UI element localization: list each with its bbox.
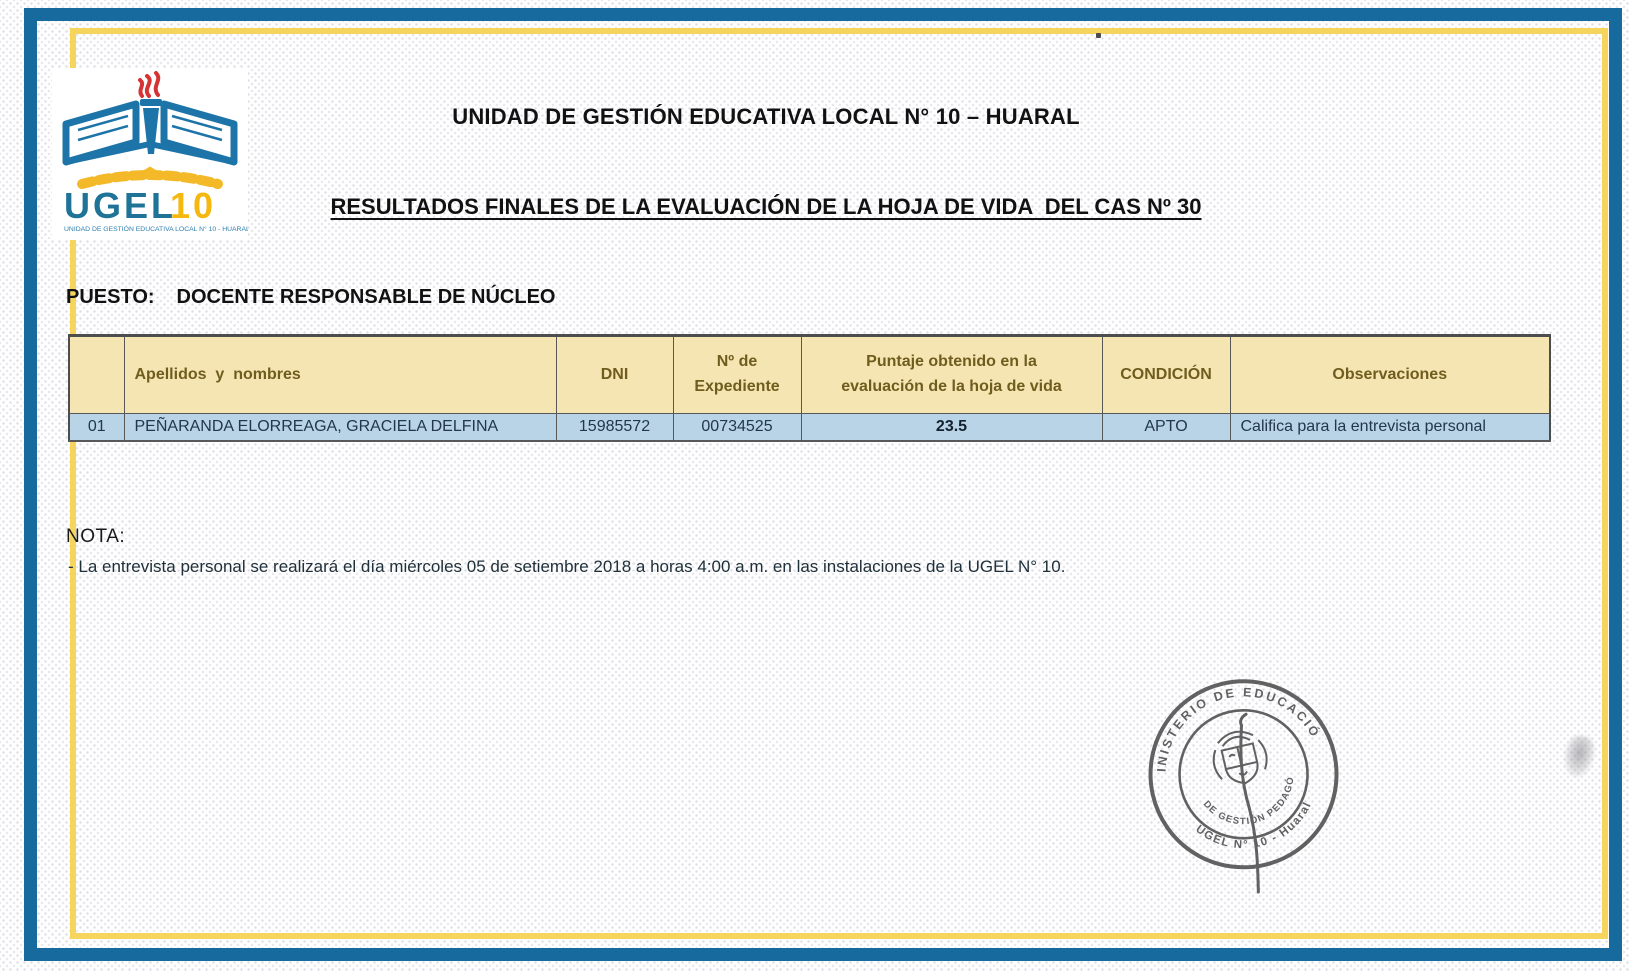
outer-border-frame	[24, 8, 1622, 961]
ugel-logo: UGEL 10 UNIDAD DE GESTIÓN EDUCATIVA LOCA…	[52, 68, 250, 240]
laurel-wreath-icon	[77, 166, 223, 189]
table-row: 01 PEÑARANDA ELORREAGA, GRACIELA DELFINA…	[68, 413, 1551, 442]
note-label: NOTA:	[66, 526, 126, 547]
header-cell-dni: DNI	[555, 335, 674, 414]
results-table: Apellidos y nombres DNI Nº de Expediente…	[68, 334, 1551, 442]
ugel-logo-graphic: UGEL 10 UNIDAD DE GESTIÓN EDUCATIVA LOCA…	[62, 71, 250, 233]
puesto-line: PUESTO: DOCENTE RESPONSABLE DE NÚCLEO	[66, 286, 555, 309]
cell-expediente: 00734525	[672, 413, 802, 442]
coat-of-arms-icon	[1212, 730, 1268, 785]
open-book-icon	[62, 100, 238, 166]
cell-puntaje: 23.5	[800, 413, 1103, 442]
table-header-row: Apellidos y nombres DNI Nº de Expediente…	[68, 335, 1551, 414]
puesto-label: PUESTO:	[66, 286, 155, 308]
cell-observaciones: Califica para la entrevista personal	[1229, 413, 1551, 442]
header-cell-observaciones: Observaciones	[1229, 335, 1551, 414]
cell-dni: 15985572	[555, 413, 674, 442]
scan-artifact-dot	[1096, 33, 1101, 38]
cell-num: 01	[68, 413, 125, 442]
logo-wordmark: UGEL	[64, 185, 176, 226]
page-subtitle: RESULTADOS FINALES DE LA EVALUACIÓN DE L…	[330, 194, 1202, 219]
logo-number: 10	[170, 185, 216, 226]
stamp-outer-ring	[1148, 679, 1339, 870]
torch-flame-icon	[138, 71, 161, 98]
cell-name: PEÑARANDA ELORREAGA, GRACIELA DELFINA	[123, 413, 557, 442]
header-cell-condicion: CONDICIÓN	[1101, 335, 1231, 414]
cell-condicion: APTO	[1101, 413, 1231, 442]
signature-stroke	[1239, 712, 1260, 894]
note-text: - La entrevista personal se realizará el…	[68, 557, 1066, 576]
stamp-inner-ring	[1178, 708, 1309, 840]
puesto-value: DOCENTE RESPONSABLE DE NÚCLEO	[176, 286, 556, 308]
page-title: UNIDAD DE GESTIÓN EDUCATIVA LOCAL N° 10 …	[452, 104, 1080, 129]
logo-tagline: UNIDAD DE GESTIÓN EDUCATIVA LOCAL N° 10 …	[64, 224, 248, 233]
header-cell-num	[68, 335, 125, 414]
header-cell-expediente: Nº de Expediente	[672, 335, 802, 414]
header-cell-apellidos: Apellidos y nombres	[123, 335, 557, 414]
header-cell-puntaje: Puntaje obtenido en la evaluación de la …	[800, 335, 1103, 414]
inner-border-frame	[70, 28, 1608, 939]
